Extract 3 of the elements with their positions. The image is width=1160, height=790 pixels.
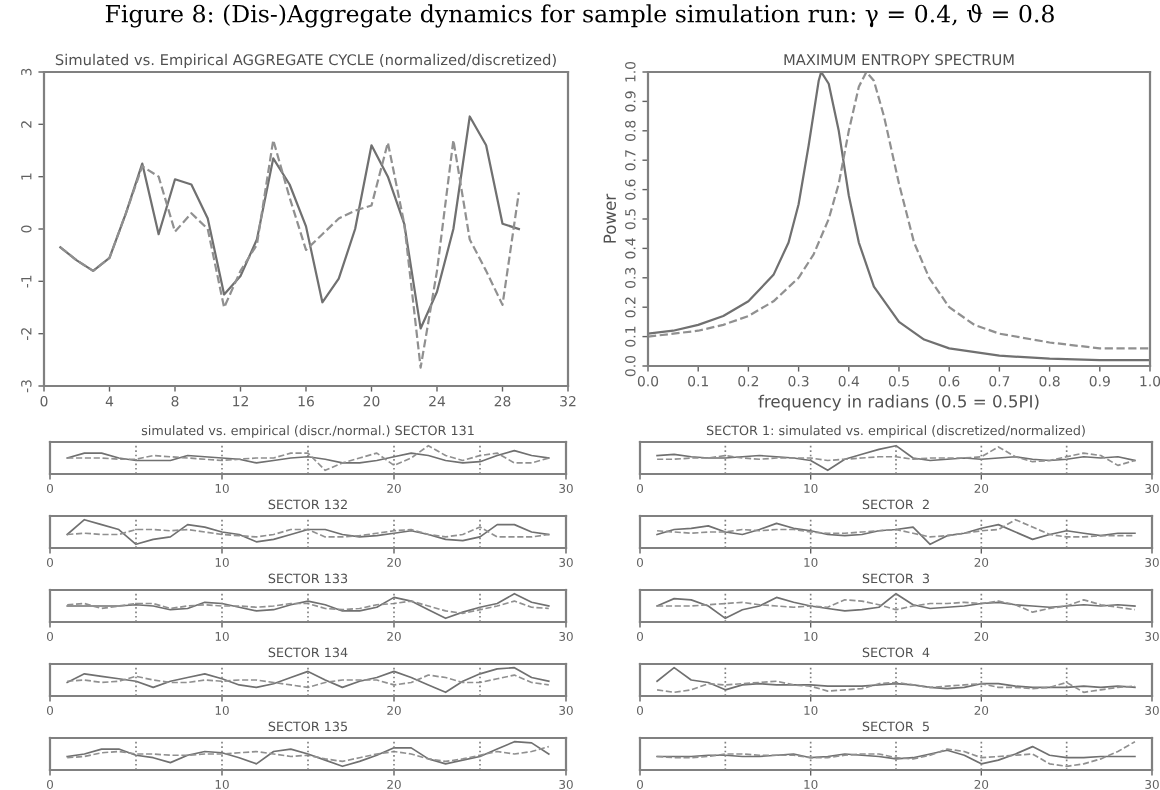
y-axis-title: Power (603, 193, 617, 243)
caption: Figure 8: (Dis-)Aggregate dynamics for sample simulation run: γ = 0.4, ϑ = 0.8 (105, 4, 1054, 28)
x-axis-title: frequency in radians (0.5 = 0.5PI) (758, 394, 1039, 411)
